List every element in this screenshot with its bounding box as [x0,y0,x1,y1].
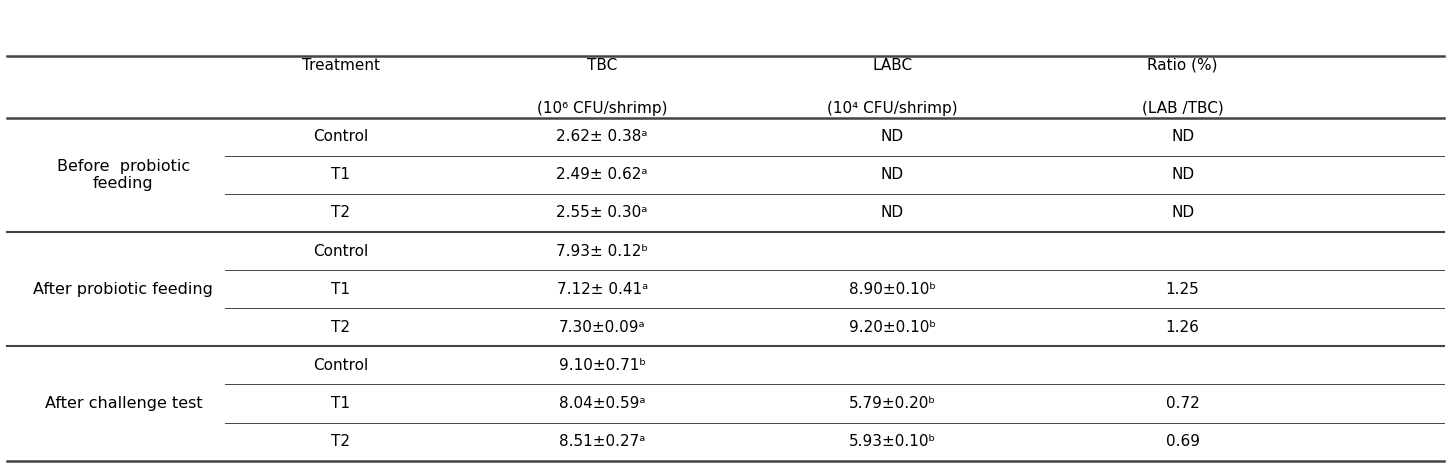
Text: Ratio (%): Ratio (%) [1148,58,1217,73]
Text: T2: T2 [331,205,351,220]
Text: 2.62± 0.38ᵃ: 2.62± 0.38ᵃ [556,129,649,144]
Text: (10⁴ CFU/shrimp): (10⁴ CFU/shrimp) [827,100,958,116]
Text: 7.12± 0.41ᵃ: 7.12± 0.41ᵃ [557,282,647,297]
Text: 8.90±0.10ᵇ: 8.90±0.10ᵇ [849,282,936,297]
Text: 9.20±0.10ᵇ: 9.20±0.10ᵇ [849,320,936,335]
Text: Control: Control [313,244,369,258]
Text: Control: Control [313,358,369,373]
Text: (10⁶ CFU/shrimp): (10⁶ CFU/shrimp) [537,100,667,116]
Text: T2: T2 [331,434,351,449]
Text: Treatment: Treatment [302,58,380,73]
Text: LABC: LABC [872,58,913,73]
Text: 8.51±0.27ᵃ: 8.51±0.27ᵃ [559,434,646,449]
Text: 2.55± 0.30ᵃ: 2.55± 0.30ᵃ [557,205,647,220]
Text: 7.93± 0.12ᵇ: 7.93± 0.12ᵇ [556,244,649,258]
Text: T1: T1 [331,282,351,297]
Text: ND: ND [1171,205,1194,220]
Text: T2: T2 [331,320,351,335]
Text: After probiotic feeding: After probiotic feeding [33,282,213,297]
Text: 1.26: 1.26 [1165,320,1200,335]
Text: After challenge test: After challenge test [45,396,202,411]
Text: ND: ND [1171,129,1194,144]
Text: 5.93±0.10ᵇ: 5.93±0.10ᵇ [849,434,936,449]
Text: 7.30±0.09ᵃ: 7.30±0.09ᵃ [559,320,646,335]
Text: TBC: TBC [588,58,617,73]
Text: ND: ND [881,167,904,182]
Text: ND: ND [881,205,904,220]
Text: ND: ND [1171,167,1194,182]
Text: 0.72: 0.72 [1165,396,1200,411]
Text: 5.79±0.20ᵇ: 5.79±0.20ᵇ [849,396,936,411]
Text: 1.25: 1.25 [1165,282,1200,297]
Text: 2.49± 0.62ᵃ: 2.49± 0.62ᵃ [556,167,649,182]
Text: (LAB /TBC): (LAB /TBC) [1142,100,1223,116]
Text: 0.69: 0.69 [1165,434,1200,449]
Text: ND: ND [881,129,904,144]
Text: 9.10±0.71ᵇ: 9.10±0.71ᵇ [559,358,646,373]
Text: Before  probiotic
feeding: Before probiotic feeding [57,158,190,191]
Text: Control: Control [313,129,369,144]
Text: 8.04±0.59ᵃ: 8.04±0.59ᵃ [559,396,646,411]
Text: T1: T1 [331,396,351,411]
Text: T1: T1 [331,167,351,182]
